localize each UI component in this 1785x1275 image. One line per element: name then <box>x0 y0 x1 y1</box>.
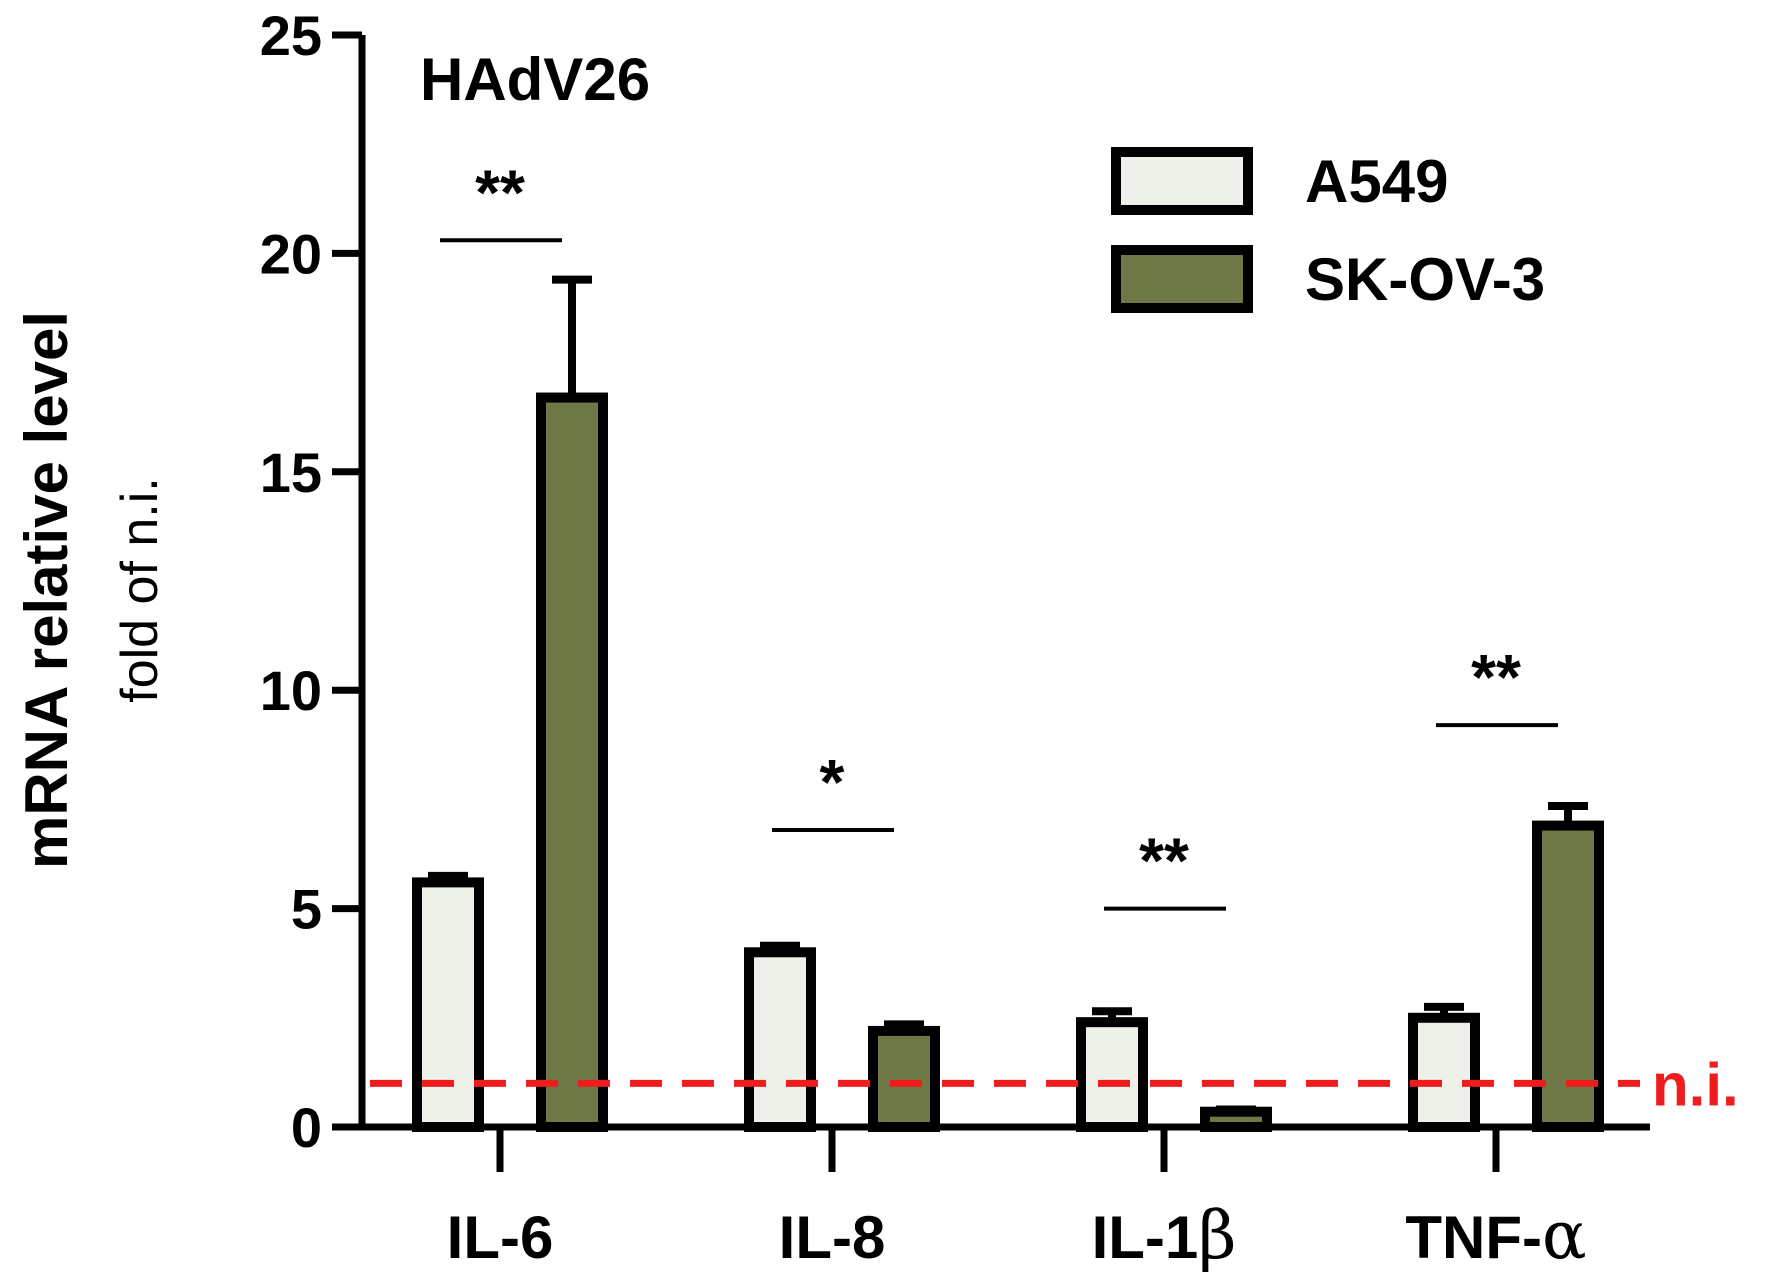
bar-a549 <box>744 947 816 1133</box>
chart-title: HAdV26 <box>420 46 650 113</box>
y-tick-label: 25 <box>260 4 322 67</box>
legend-swatch-a549 <box>1111 147 1253 215</box>
reference-line-label: n.i. <box>1652 1051 1739 1118</box>
bar-sk-ov-3 <box>1532 820 1604 1132</box>
x-tick-label: IL-6 <box>447 1204 554 1271</box>
y-axis-label: mRNA relative level <box>13 311 80 869</box>
x-tick-label: IL-1β <box>1092 1197 1237 1274</box>
bar-sk-ov-3 <box>868 1025 940 1133</box>
x-tick-label-text: IL-1 <box>1092 1204 1199 1271</box>
y-tick-label: 5 <box>291 878 322 941</box>
significance-label: ** <box>1471 641 1521 713</box>
significance-label: ** <box>1139 825 1189 897</box>
y-tick-label: 0 <box>291 1096 322 1159</box>
legend-swatch-sk-ov-3 <box>1111 245 1253 313</box>
bar-sk-ov-3 <box>1200 1106 1272 1133</box>
plot-area: 0 5 10 15 20 25 IL-6 ** IL-8 * IL-1β ** TNF-α ** n.i. <box>260 4 1739 1274</box>
legend: A549 SK-OV-3 <box>1111 147 1545 313</box>
bar-a549 <box>1408 1012 1480 1132</box>
bar-a549 <box>1076 1017 1148 1133</box>
significance-label: ** <box>475 156 525 228</box>
x-tick-label-greek: β <box>1198 1197 1236 1274</box>
x-tick-label-text: IL-6 <box>447 1204 554 1271</box>
x-tick-label-text: TNF- <box>1405 1204 1542 1271</box>
significance-label: * <box>820 746 845 818</box>
x-tick-label-text: IL-8 <box>779 1204 886 1271</box>
y-tick-label: 20 <box>260 222 322 285</box>
y-axis-sublabel: fold of n.i. <box>111 477 169 702</box>
x-tick-label: TNF-α <box>1405 1197 1586 1274</box>
x-tick-label-greek: α <box>1542 1197 1587 1274</box>
x-tick-label: IL-8 <box>779 1204 886 1271</box>
y-tick-label: 15 <box>260 441 322 504</box>
bar-a549 <box>412 877 484 1133</box>
y-axis-title: mRNA relative level fold of n.i. <box>13 311 169 869</box>
legend-label: A549 <box>1305 148 1448 215</box>
y-tick-label: 10 <box>260 659 322 722</box>
bar-sk-ov-3 <box>536 392 608 1132</box>
legend-label: SK-OV-3 <box>1305 246 1545 313</box>
